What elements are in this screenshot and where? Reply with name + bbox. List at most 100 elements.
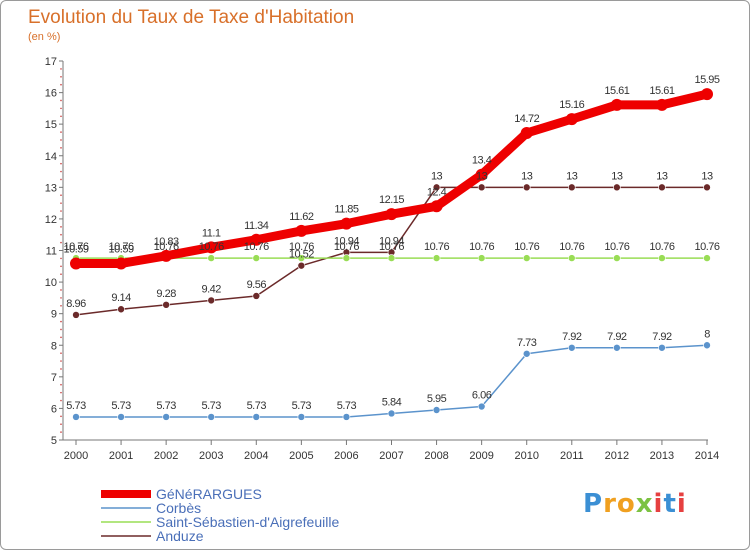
data-point (567, 254, 576, 262)
proxiti-logo: Proxiti (583, 489, 687, 519)
data-point (117, 413, 125, 421)
x-tick-label: 2014 (695, 450, 719, 462)
data-label: 11.62 (289, 211, 314, 223)
x-tick-label: 2011 (560, 450, 584, 462)
logo-letter: o (616, 489, 636, 519)
data-point (565, 113, 578, 126)
data-label: 9.28 (156, 288, 176, 300)
data-point (613, 183, 621, 192)
data-label: 12.15 (379, 194, 404, 206)
data-point (655, 98, 668, 111)
y-tick-label: 11 (46, 246, 57, 258)
data-point (297, 413, 306, 421)
data-label: 5.73 (111, 400, 131, 412)
data-point (342, 254, 351, 262)
x-tick-label: 2008 (424, 450, 448, 462)
data-point (252, 254, 261, 262)
data-label: 10.94 (334, 235, 359, 247)
data-point (297, 261, 306, 270)
data-point (430, 200, 443, 213)
y-minor-tick (60, 194, 62, 197)
data-label: 10.52 (289, 249, 314, 261)
series-0 (70, 88, 713, 270)
data-point (252, 292, 261, 300)
data-point (115, 257, 128, 270)
x-tick-label: 2004 (244, 450, 268, 462)
y-minor-tick (60, 383, 62, 386)
data-label: 8 (704, 328, 710, 340)
y-minor-tick (60, 226, 62, 228)
data-label: 10.76 (604, 241, 629, 253)
x-tick-label: 2012 (605, 450, 629, 462)
data-label: 7.92 (607, 331, 627, 343)
y-minor-tick (60, 75, 62, 78)
x-tick-label: 2007 (379, 450, 403, 462)
logo-letter: r (603, 489, 617, 519)
chart-title: Evolution du Taux de Taxe d'Habitation (28, 7, 355, 28)
data-point (658, 183, 666, 192)
data-point (703, 183, 711, 192)
y-minor-tick (60, 368, 62, 370)
data-point (613, 254, 621, 262)
data-point (70, 257, 82, 270)
data-label: 13 (431, 170, 443, 182)
chart-unit: (en %) (28, 31, 61, 43)
y-minor-tick (60, 147, 62, 149)
y-minor-tick (60, 99, 62, 102)
y-minor-tick (60, 352, 62, 354)
y-minor-tick (60, 131, 62, 133)
data-label: 10.76 (514, 241, 539, 253)
data-label: 5.73 (202, 400, 222, 412)
data-label: 5.73 (337, 400, 357, 412)
data-point (613, 343, 621, 352)
data-point (340, 217, 353, 230)
data-label: 10.76 (109, 241, 134, 253)
y-minor-tick (60, 68, 62, 70)
logo-letter: P (583, 489, 604, 519)
data-point (477, 402, 486, 411)
data-label: 13 (611, 170, 623, 182)
data-label: 10.76 (334, 241, 359, 253)
y-minor-tick (60, 289, 62, 291)
legend-label: Saint-Sébastien-d'Aigrefeuille (156, 514, 339, 530)
data-label: 15.61 (604, 85, 629, 97)
chart-axes: 5 6 7 8 9 10 11 12 13 14 15 16 17 2000 2001 2002 2003 200… (45, 56, 719, 462)
data-point (297, 254, 306, 262)
x-tick-label: 2010 (514, 450, 538, 462)
y-minor-tick (60, 83, 62, 86)
data-point (703, 254, 711, 262)
data-label: 10.76 (63, 241, 88, 253)
data-point (117, 305, 125, 314)
data-label: 14.72 (514, 113, 539, 125)
data-point (207, 413, 216, 421)
y-minor-tick (60, 304, 62, 307)
y-tick-label: 8 (51, 340, 57, 352)
data-point (72, 311, 80, 319)
data-label: 11.34 (244, 220, 269, 232)
y-minor-tick (60, 336, 62, 339)
data-label: 11.1 (202, 227, 221, 239)
data-point (475, 168, 488, 181)
y-tick-label: 15 (45, 119, 57, 131)
data-label: 10.76 (424, 241, 449, 253)
data-label: 10.76 (199, 241, 224, 253)
y-minor-tick (60, 170, 62, 173)
data-point (432, 254, 441, 262)
data-point (432, 406, 441, 414)
data-point (207, 296, 216, 305)
chart-data-labels: 10.59 10.59 10.83 11.1 11.34 11.62 11.85 12.15 1… (63, 74, 720, 412)
data-label: 6.06 (472, 390, 492, 402)
x-tick-label: 2013 (650, 450, 674, 462)
data-label: 7.92 (562, 331, 582, 343)
data-label: 10.76 (154, 241, 179, 253)
data-label: 15.61 (649, 85, 674, 97)
y-minor-tick (60, 431, 62, 433)
data-label: 15.16 (559, 99, 584, 111)
data-point (703, 341, 711, 350)
data-point (522, 183, 531, 192)
data-point (432, 183, 441, 192)
y-minor-tick (60, 115, 62, 118)
data-label: 5.73 (66, 400, 86, 412)
data-point (72, 413, 80, 421)
data-point (567, 183, 576, 192)
